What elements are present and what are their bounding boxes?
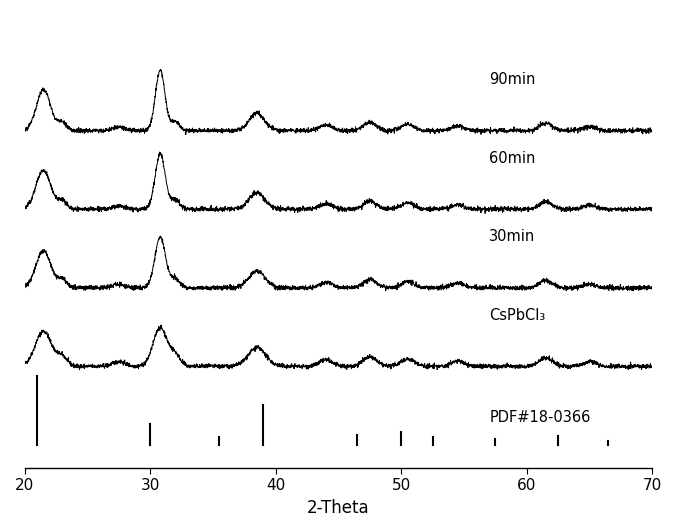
Text: 90min: 90min xyxy=(489,72,536,87)
Text: 60min: 60min xyxy=(489,151,536,166)
Text: PDF#18-0366: PDF#18-0366 xyxy=(489,410,590,425)
Text: CsPbCl₃: CsPbCl₃ xyxy=(489,308,546,323)
X-axis label: 2-Theta: 2-Theta xyxy=(307,499,370,517)
Text: 30min: 30min xyxy=(489,229,536,244)
